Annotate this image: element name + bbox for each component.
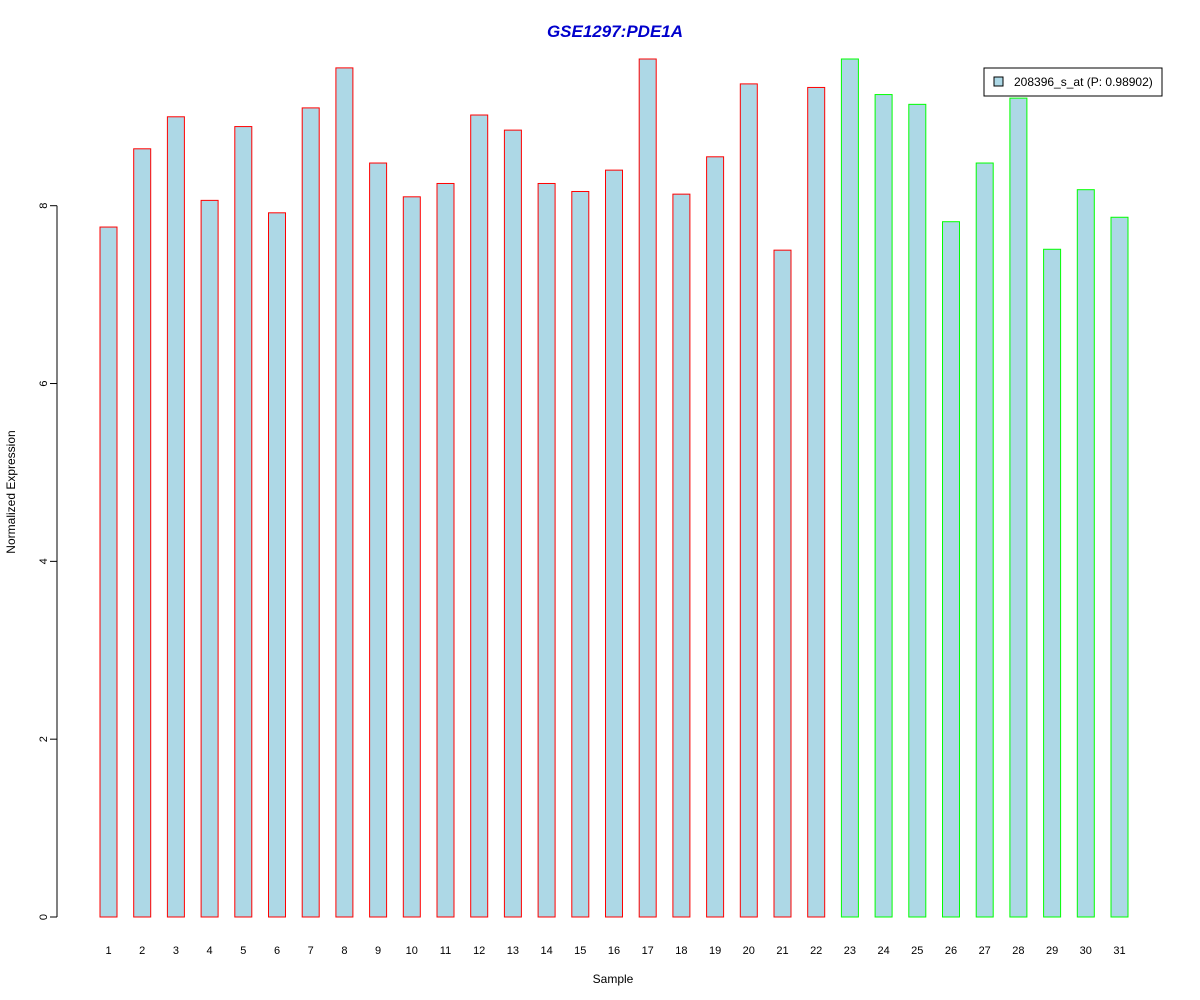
x-tick-label: 23 <box>844 945 856 957</box>
x-tick-label: 1 <box>105 945 111 957</box>
x-tick-label: 8 <box>341 945 347 957</box>
bar-sample-9 <box>369 162 388 918</box>
bar-sample-5 <box>234 126 253 918</box>
y-tick-label: 0 <box>38 914 50 920</box>
legend-swatch <box>993 76 1004 87</box>
bar-sample-4 <box>200 199 219 918</box>
x-tick-label: 21 <box>776 945 788 957</box>
y-axis: 0 2 4 6 8 <box>38 203 58 920</box>
y-tick-label: 6 <box>38 380 50 386</box>
bar-sample-28 <box>1009 97 1028 918</box>
x-tick-label: 6 <box>274 945 280 957</box>
x-tick-label: 11 <box>440 945 451 957</box>
x-tick-label: 31 <box>1113 945 1125 957</box>
bar-sample-18 <box>672 193 691 918</box>
bar-sample-15 <box>571 190 590 918</box>
bar-sample-16 <box>605 169 623 918</box>
legend-label: 208396_s_at (P: 0.98902) <box>1014 75 1153 89</box>
y-axis-label: Normalized Expression <box>4 430 18 553</box>
bar-sample-17 <box>638 58 657 918</box>
x-tick-label: 13 <box>507 945 519 957</box>
bar-sample-20 <box>739 83 758 918</box>
bar-sample-14 <box>537 182 556 918</box>
bar-sample-11 <box>436 182 455 918</box>
x-axis-label: Sample <box>593 972 634 986</box>
bar-sample-6 <box>268 212 286 918</box>
x-tick-label: 27 <box>979 945 991 957</box>
x-tick-label: 24 <box>877 945 889 957</box>
x-tick-label: 30 <box>1080 945 1092 957</box>
bar-sample-10 <box>402 196 421 918</box>
bar-sample-30 <box>1076 189 1095 918</box>
x-tick-label: 9 <box>375 945 381 957</box>
x-tick-label: 28 <box>1012 945 1024 957</box>
y-tick-label: 4 <box>38 558 50 564</box>
bar-sample-8 <box>335 67 354 918</box>
x-tick-label: 25 <box>911 945 923 957</box>
x-tick-label: 22 <box>810 945 822 957</box>
chart-title: GSE1297:PDE1A <box>547 22 683 41</box>
bar-sample-19 <box>706 156 725 918</box>
x-axis: 1 2 3 4 5 6 7 8 9 10 11 12 13 14 15 16 17 18 19 20 21 22 23 24 2… <box>105 945 1125 957</box>
bar-sample-21 <box>773 249 792 918</box>
x-tick-label: 19 <box>709 945 721 957</box>
x-tick-label: 4 <box>207 945 213 957</box>
x-tick-label: 12 <box>473 945 485 957</box>
legend-box <box>983 67 1163 97</box>
x-tick-label: 2 <box>139 945 145 957</box>
x-tick-label: 5 <box>240 945 246 957</box>
x-tick-label: 17 <box>642 945 654 957</box>
y-tick-label: 8 <box>38 203 50 209</box>
x-tick-label: 18 <box>675 945 687 957</box>
bar-sample-12 <box>470 114 489 918</box>
bar-sample-31 <box>1110 216 1129 918</box>
x-tick-label: 7 <box>308 945 314 957</box>
x-tick-label: 15 <box>574 945 586 957</box>
bar-sample-29 <box>1043 248 1062 918</box>
bar-sample-2 <box>133 148 152 918</box>
x-tick-label: 20 <box>743 945 755 957</box>
bar-sample-23 <box>840 58 859 918</box>
bar-sample-27 <box>975 162 994 918</box>
bar-sample-26 <box>942 221 960 918</box>
x-tick-label: 14 <box>540 945 552 957</box>
bar-sample-25 <box>908 103 927 918</box>
x-tick-label: 16 <box>608 945 620 957</box>
bar-sample-22 <box>807 86 826 918</box>
x-tick-label: 3 <box>173 945 179 957</box>
x-tick-label: 10 <box>406 945 418 957</box>
bar-sample-1 <box>99 226 118 918</box>
bar-sample-3 <box>166 116 185 918</box>
bar-sample-7 <box>301 107 320 918</box>
bar-sample-24 <box>874 94 893 918</box>
y-tick-label: 2 <box>38 736 50 742</box>
bar-sample-13 <box>503 129 522 918</box>
legend: 208396_s_at (P: 0.98902) <box>983 67 1163 97</box>
x-tick-label: 26 <box>945 945 957 957</box>
bars <box>99 58 1129 918</box>
x-tick-label: 29 <box>1046 945 1058 957</box>
